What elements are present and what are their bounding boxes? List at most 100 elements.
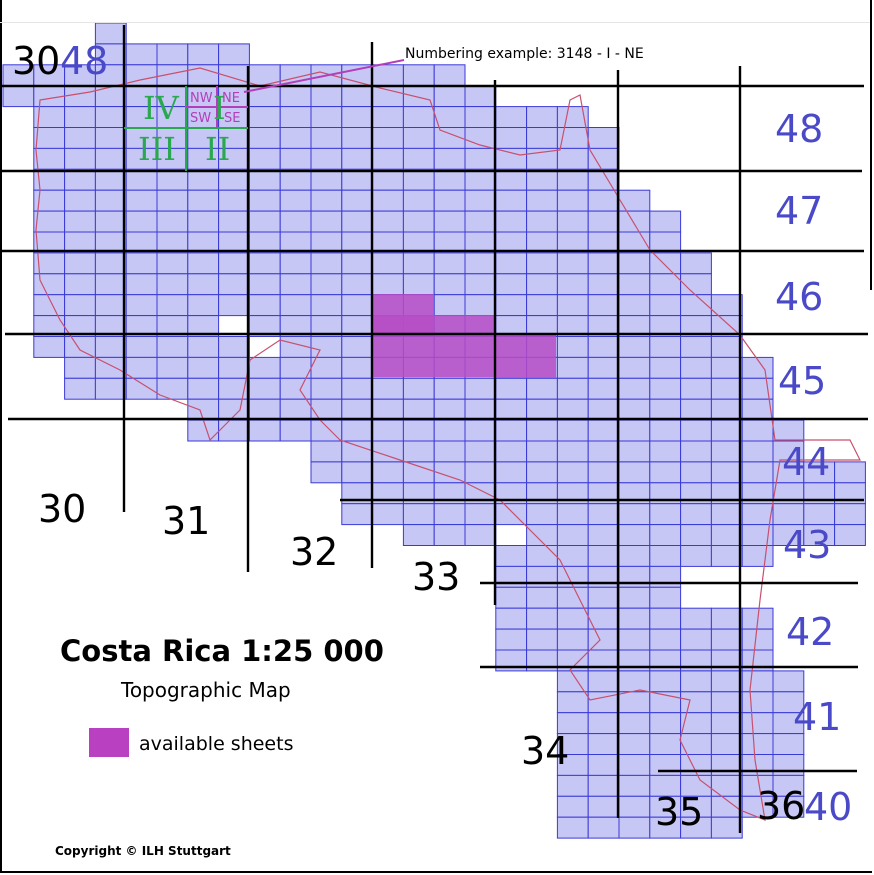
map-sheet: [710, 377, 743, 400]
map-sheet: [218, 168, 250, 191]
map-sheet: [433, 210, 466, 233]
map-sheet: [834, 503, 866, 526]
map-sheet: [556, 252, 589, 275]
map-sheet: [587, 210, 620, 233]
map-sheet: [526, 628, 558, 651]
map-sheet: [649, 440, 682, 463]
map-sheet: [187, 398, 220, 421]
map-frame-right: [870, 0, 872, 290]
map-sheet: [248, 127, 281, 149]
map-sheet: [218, 398, 250, 421]
map-sheet: [464, 524, 497, 546]
map-sheet: [156, 336, 189, 358]
map-sheet: [187, 377, 220, 400]
map-sheet: [495, 398, 528, 421]
map-sheet: [618, 503, 651, 526]
map-sheet: [279, 377, 312, 400]
map-sheet: [433, 147, 466, 170]
row-label-42: 42: [786, 610, 835, 654]
map-sheet: [649, 398, 682, 421]
map-sheet: [526, 147, 558, 170]
map-sheet: [556, 774, 589, 797]
map-sheet: [279, 294, 312, 317]
map-sheet: [587, 545, 620, 567]
map-sheet: [649, 712, 682, 735]
map-sheet: [156, 189, 189, 212]
map-sheet: [772, 754, 805, 776]
map-sheet: [218, 210, 250, 233]
map-sheet: [187, 294, 220, 317]
map-sheet: [556, 210, 589, 233]
map-sheet: [156, 210, 189, 233]
map-sheet: [310, 231, 343, 254]
map-sheet: [125, 231, 158, 254]
map-sheet: [526, 419, 558, 442]
map-sheet: [402, 231, 435, 254]
row-label-41: 41: [793, 695, 842, 739]
map-sheet: [279, 85, 312, 108]
map-sheet: [372, 210, 404, 233]
map-sheet: [526, 503, 558, 526]
map-sheet: [495, 273, 528, 296]
quadrant-i: I: [213, 89, 226, 127]
map-sheet: [64, 210, 96, 233]
corner-col-label: 30: [12, 39, 61, 83]
map-sheet: [218, 336, 250, 358]
numbering-example: Numbering example: 3148 - I - NE: [405, 46, 644, 62]
map-sheet: [187, 336, 220, 358]
map-sheet: [279, 356, 312, 379]
map-sheet: [680, 273, 712, 296]
map-sheet: [187, 273, 220, 296]
map-sheet: [372, 440, 404, 463]
map-sheet: [649, 670, 682, 693]
map-sheet: [372, 147, 404, 170]
map-sheet: [248, 398, 281, 421]
map-subtitle: Topographic Map: [121, 678, 291, 702]
map-sheet: [464, 398, 497, 421]
map-sheet: [94, 127, 127, 149]
map-sheet: [341, 252, 374, 275]
map-sheet: [526, 398, 558, 421]
map-sheet: [464, 503, 497, 526]
map-sheet: [33, 127, 66, 149]
map-sheet: [94, 210, 127, 233]
map-sheet: [64, 336, 96, 358]
map-sheet: [526, 377, 558, 400]
map-sheet: [464, 440, 497, 463]
map-sheet: [649, 377, 682, 400]
map-sheet: [618, 628, 651, 651]
map-sheet: [495, 545, 528, 567]
map-sheet: [495, 189, 528, 212]
map-sheet: [464, 419, 497, 442]
map-sheet: [279, 273, 312, 296]
map-sheet: [464, 252, 497, 275]
map-sheet: [556, 503, 589, 526]
map-sheet: [64, 168, 96, 191]
map-sheet: [125, 43, 158, 66]
row-label-46: 46: [775, 275, 824, 319]
map-sheet: [680, 440, 712, 463]
map-sheet: [587, 189, 620, 212]
map-sheet: [587, 503, 620, 526]
map-sheet: [402, 377, 435, 400]
map-sheet: [94, 85, 127, 108]
map-sheet: [587, 336, 620, 358]
legend-available-swatch: [89, 728, 129, 757]
map-sheet: [772, 795, 805, 818]
available-sheet-block: [372, 315, 495, 377]
map-sheet: [710, 774, 743, 797]
map-sheet: [187, 168, 220, 191]
map-sheet: [464, 147, 497, 170]
copyright-notice: Copyright © ILH Stuttgart: [55, 844, 231, 858]
map-sheet: [341, 106, 374, 128]
map-sheet: [618, 712, 651, 735]
map-sheet: [310, 168, 343, 191]
map-sheet: [433, 273, 466, 296]
map-sheet: [402, 398, 435, 421]
map-sheet: [618, 419, 651, 442]
map-sheet: [526, 252, 558, 275]
map-sheet: [587, 795, 620, 818]
map-sheet: [187, 419, 220, 442]
map-sheet: [341, 440, 374, 463]
map-sheet: [526, 273, 558, 296]
